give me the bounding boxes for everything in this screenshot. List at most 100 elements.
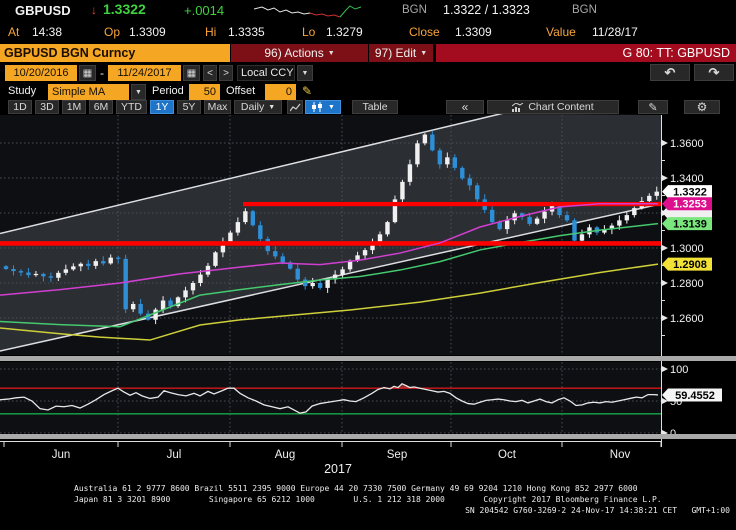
close-label: Close [409, 25, 440, 39]
redo-button[interactable]: ↷ [694, 64, 734, 81]
tag-1.2908: 1.2908 [662, 257, 712, 271]
rsi-plot-bg [0, 362, 661, 433]
svg-text:1.2800: 1.2800 [670, 278, 704, 290]
annotate-pencil-icon: ✎ [648, 101, 658, 114]
month-label-oct: Oct [498, 449, 517, 461]
start-date-input[interactable]: 10/20/2016 [5, 65, 77, 81]
security-name: GBPUSD BGN Curncy [4, 46, 136, 60]
tab-1d[interactable]: 1D [8, 100, 32, 114]
tab-3d[interactable]: 3D [35, 100, 59, 114]
sma-yellow [0, 263, 659, 341]
pricing-source-right: BGN [572, 4, 597, 16]
period-label: Period [152, 85, 184, 97]
bid-ask: 1.3322 / 1.3323 [443, 3, 530, 17]
month-label-jul: Jul [167, 449, 182, 461]
tab-1y[interactable]: 1Y [150, 100, 174, 114]
tab-1m[interactable]: 1M [62, 100, 86, 114]
sma-magenta [0, 202, 658, 296]
low-label: Lo [302, 25, 316, 39]
actions-label: 96) Actions [264, 46, 324, 60]
chevron-down-icon[interactable]: ▼ [297, 65, 313, 81]
price-change: +.0014 [184, 3, 225, 18]
svg-text:1.3253: 1.3253 [673, 199, 707, 211]
ticker-symbol: GBPUSD [15, 3, 71, 18]
chart-content-label: Chart Content [528, 101, 594, 113]
high-value: 1.3335 [228, 25, 265, 39]
calendar-icon[interactable]: ▦ [79, 65, 96, 81]
chevron-down-icon: ▼ [420, 49, 428, 57]
prev-period-button[interactable]: < [203, 65, 217, 81]
intraday-sparkline [253, 5, 362, 18]
close-value: 1.3309 [455, 25, 492, 39]
candle-chart-style-button[interactable]: ▼ [305, 100, 341, 114]
period-input[interactable]: 50 [189, 84, 220, 100]
down-arrow-icon: ↓ [91, 3, 97, 17]
security-field[interactable]: GBPUSD BGN Curncy [0, 44, 230, 62]
at-label: At [8, 25, 20, 39]
chart-content-button[interactable]: Chart Content [487, 100, 619, 114]
date-separator: - [100, 66, 104, 80]
tag-1.3253: 1.3253 [662, 197, 712, 211]
panel-splitter-top [0, 356, 736, 361]
terminal-tag-bar: G 80: TT: GBPUSD [436, 44, 736, 62]
high-label: Hi [205, 25, 217, 39]
next-period-button[interactable]: > [219, 65, 233, 81]
value-date: 11/28/17 [592, 25, 638, 39]
rsi-line [0, 382, 659, 414]
month-label-aug: Aug [275, 449, 295, 461]
edit-study-pencil-icon[interactable]: ✎ [302, 84, 313, 98]
horizontal-price-line-1 [243, 201, 661, 207]
edit-menu-button[interactable]: 97) Edit ▼ [369, 44, 433, 62]
svg-text:1.2908: 1.2908 [673, 259, 707, 271]
month-label-nov: Nov [610, 449, 631, 461]
line-chart-style-button[interactable] [287, 100, 303, 114]
candlestick-icon [312, 102, 323, 112]
svg-text:1.3000: 1.3000 [670, 243, 704, 255]
offset-input[interactable]: 0 [265, 84, 296, 100]
study-select[interactable]: Simple MA [48, 84, 129, 100]
chevron-down-icon[interactable]: ▼ [131, 84, 146, 100]
chart-content-icon [512, 102, 524, 112]
tag-1.3322: 1.3322 [662, 185, 712, 199]
tab-5y[interactable]: 5Y [177, 100, 201, 114]
collapse-toolbar-button[interactable]: « [446, 100, 484, 114]
panel-splitter-bottom [0, 434, 736, 439]
settings-button[interactable]: ⚙ [684, 100, 720, 114]
value-date-label: Value [546, 25, 576, 39]
low-value: 1.3279 [326, 25, 363, 39]
svg-text:1.3322: 1.3322 [673, 187, 707, 199]
annotate-button[interactable]: ✎ [638, 100, 668, 114]
offset-label: Offset [226, 85, 256, 97]
trend-channel-band [0, 113, 661, 352]
currency-select[interactable]: Local CCY [237, 65, 295, 81]
open-value: 1.3309 [129, 25, 166, 39]
footer-contacts-line2: Japan 81 3 3201 8900 Singapore 65 6212 1… [74, 495, 662, 504]
svg-text:100: 100 [670, 364, 688, 376]
svg-text:1.3400: 1.3400 [670, 173, 704, 185]
end-date-input[interactable]: 11/24/2017 [108, 65, 181, 81]
study-label: Study [8, 85, 37, 97]
tab-max[interactable]: Max [204, 100, 231, 114]
actions-menu-button[interactable]: 96) Actions ▼ [231, 44, 368, 62]
gear-icon: ⚙ [696, 100, 708, 114]
open-label: Op [104, 25, 121, 39]
frequency-select[interactable]: Daily ▼ [234, 100, 282, 114]
month-label-jun: Jun [52, 449, 71, 461]
calendar-icon[interactable]: ▦ [183, 65, 200, 81]
rsi-value-tag: 59.4552 [662, 388, 722, 402]
edit-label: 97) Edit [374, 46, 417, 60]
footer-contacts-line1: Australia 61 2 9777 8600 Brazil 5511 239… [74, 484, 638, 493]
last-price: 1.3322 [103, 1, 146, 17]
tab-ytd[interactable]: YTD [116, 100, 147, 114]
trend-channel-upper-line [0, 112, 504, 235]
tab-6m[interactable]: 6M [89, 100, 113, 114]
at-value: 14:38 [32, 25, 63, 39]
currency-value: Local CCY [241, 67, 294, 79]
tag-1.3139: 1.3139 [662, 217, 712, 231]
month-label-sep: Sep [387, 449, 407, 461]
pricing-source-left: BGN [402, 4, 427, 16]
undo-button[interactable]: ↶ [650, 64, 690, 81]
table-button[interactable]: Table [352, 100, 398, 114]
